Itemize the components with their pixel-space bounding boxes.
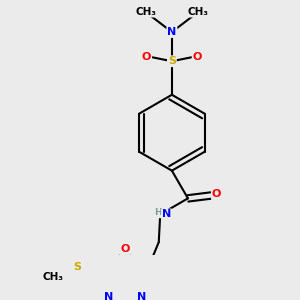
Text: N: N [167, 27, 176, 37]
Text: S: S [168, 56, 176, 66]
Text: CH₃: CH₃ [135, 7, 156, 16]
Text: O: O [193, 52, 202, 62]
Text: H: H [154, 208, 162, 217]
Text: O: O [142, 52, 151, 62]
Text: CH₃: CH₃ [43, 272, 64, 282]
Text: CH₃: CH₃ [188, 7, 209, 16]
Text: N: N [104, 292, 113, 300]
Text: N: N [137, 292, 146, 300]
Text: S: S [74, 262, 82, 272]
Text: O: O [212, 189, 221, 199]
Text: O: O [121, 244, 130, 254]
Text: N: N [162, 209, 171, 219]
